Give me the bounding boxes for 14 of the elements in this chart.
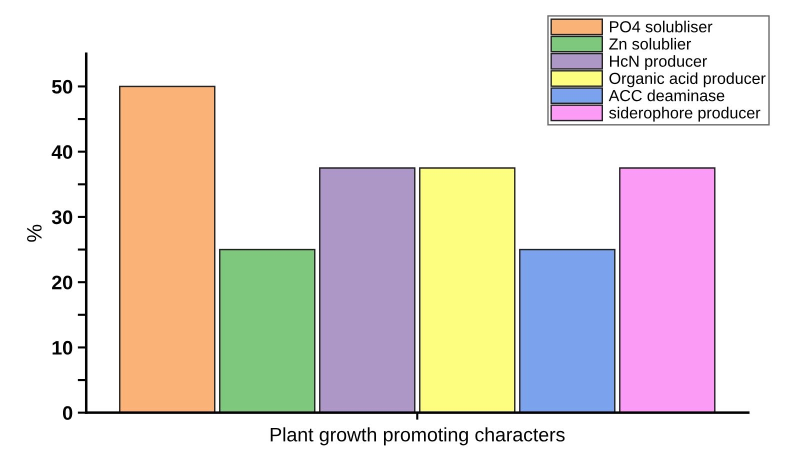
legend-label: Zn solublier bbox=[609, 38, 691, 50]
y-tick-label: 10 bbox=[52, 340, 72, 355]
y-axis-title: % bbox=[27, 224, 42, 242]
y-tick-label: 20 bbox=[52, 276, 72, 290]
y-tick-label: 0 bbox=[62, 406, 72, 420]
y-tick-label: 50 bbox=[52, 80, 72, 94]
y-tick-label: 30 bbox=[52, 210, 72, 224]
legend-label: HcN producer bbox=[610, 55, 707, 70]
legend-label: Organic acid producer bbox=[609, 72, 766, 88]
legend-label: PO4 solubliser bbox=[610, 20, 712, 32]
legend-label: siderophore producer bbox=[609, 106, 760, 122]
y-tick-label: 40 bbox=[52, 145, 72, 159]
legend-label: ACC deaminase bbox=[608, 90, 724, 102]
x-axis-title: Plant growth promoting characters bbox=[270, 427, 565, 446]
